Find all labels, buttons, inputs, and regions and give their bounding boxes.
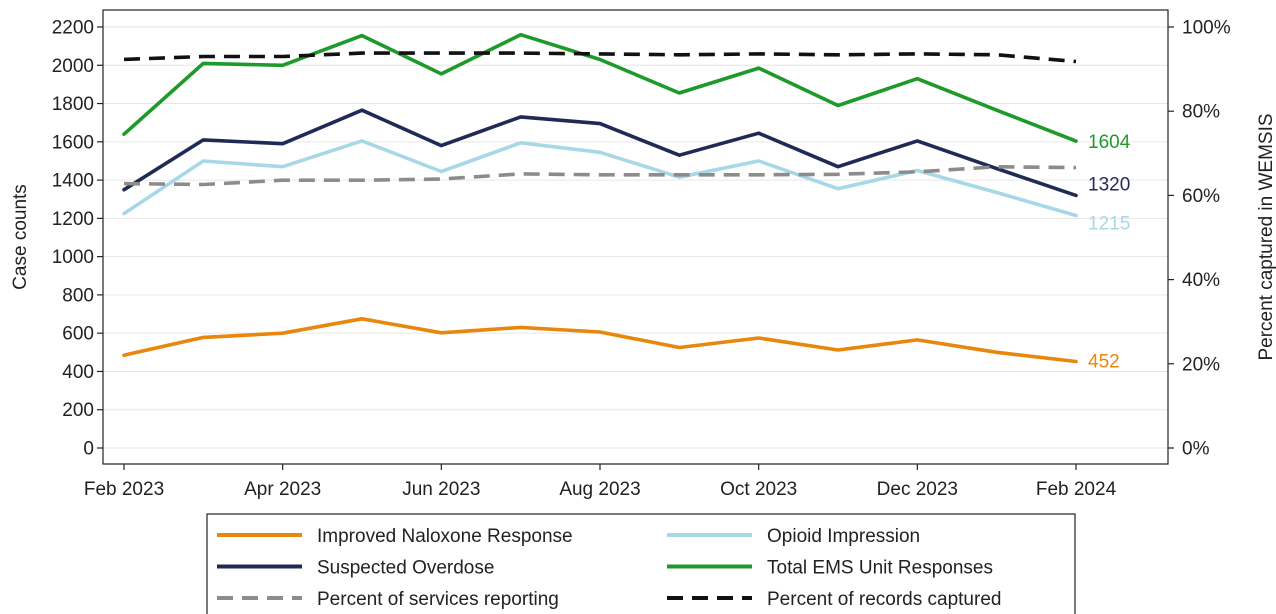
y-axis-title-left: Case counts (10, 184, 31, 290)
x-tick-label: Aug 2023 (559, 479, 640, 500)
legend-box (206, 513, 1076, 614)
end-label-total-ems-unit-responses: 1604 (1088, 132, 1131, 153)
y-tick-label-right: 60% (1182, 186, 1220, 207)
series-line-percent-of-records-captured (123, 51, 1077, 64)
y-tick-label-left: 2000 (52, 56, 94, 77)
series-line-total-ems-unit-responses (122, 32, 1078, 143)
series-line-percent-of-services-reporting (123, 165, 1077, 187)
legend-label-percent-of-records-captured: Percent of records captured (767, 589, 1001, 610)
end-label-improved-naloxone-response: 452 (1088, 352, 1120, 373)
y-tick-label-left: 600 (62, 324, 94, 345)
y-tick-label-right: 0% (1182, 439, 1210, 460)
axes: 0 200 400 600 800 1000 1200 1400 1600 1800 2000 220… (52, 18, 1231, 501)
x-tick-label: Feb 2024 (1036, 479, 1117, 500)
x-tick-label: Oct 2023 (720, 479, 797, 500)
y-tick-label-left: 2200 (52, 18, 94, 39)
legend-label-percent-of-services-reporting: Percent of services reporting (317, 589, 559, 610)
y-tick-label-left: 0 (83, 439, 94, 460)
legend-label-improved-naloxone-response: Improved Naloxone Response (317, 526, 573, 547)
y-tick-label-left: 800 (62, 285, 94, 306)
x-tick-label: Apr 2023 (244, 479, 321, 500)
y-tick-label-left: 1600 (52, 132, 94, 153)
x-tick-label: Dec 2023 (877, 479, 958, 500)
y-tick-label-right: 40% (1182, 270, 1220, 291)
x-tick-label: Feb 2023 (84, 479, 164, 500)
y-tick-label-left: 1000 (52, 247, 94, 268)
legend: Improved Naloxone Response Opioid Impress… (206, 513, 1076, 614)
y-tick-label-right: 80% (1182, 102, 1220, 123)
y-tick-label-left: 1200 (52, 209, 94, 230)
y-tick-label-right: 100% (1182, 18, 1231, 39)
y-tick-label-left: 1400 (52, 171, 94, 192)
end-labels: 452 1215 1320 1604 (1088, 132, 1131, 372)
end-label-suspected-overdose: 1320 (1088, 174, 1130, 195)
series-lines (122, 32, 1078, 364)
y-axis-title-right: Percent captured in WEMSIS (1256, 113, 1276, 360)
end-label-opioid-impression: 1215 (1088, 213, 1130, 234)
series-line-suspected-overdose (122, 108, 1078, 198)
y-tick-label-right: 20% (1182, 354, 1220, 375)
y-tick-label-left: 1800 (52, 94, 94, 115)
legend-label-total-ems-unit-responses: Total EMS Unit Responses (767, 558, 993, 579)
y-tick-label-left: 400 (62, 362, 94, 383)
series-line-opioid-impression (122, 139, 1078, 218)
legend-label-suspected-overdose: Suspected Overdose (317, 558, 494, 579)
series-line-improved-naloxone-response (122, 316, 1078, 364)
legend-label-opioid-impression: Opioid Impression (767, 526, 920, 547)
x-tick-label: Jun 2023 (402, 479, 480, 500)
y-tick-label-left: 200 (62, 400, 94, 421)
plot-frame (102, 9, 1169, 465)
